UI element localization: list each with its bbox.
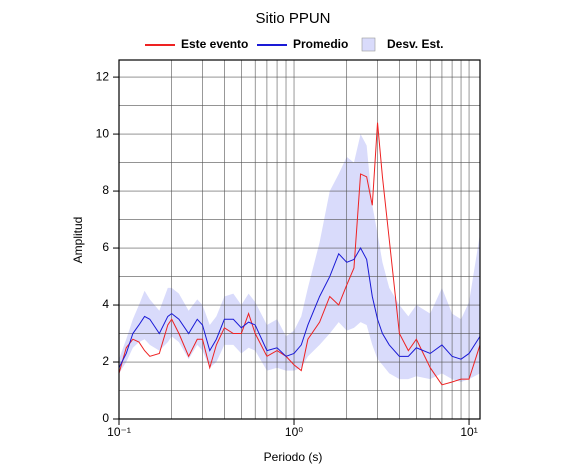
chart-title: Sitio PPUN [255, 10, 330, 27]
y-tick-label: 4 [102, 297, 109, 311]
x-axis-label: Periodo (s) [264, 450, 323, 464]
std-band [119, 134, 480, 382]
x-tick-label: 10⁰ [285, 425, 303, 439]
y-tick-label: 8 [102, 183, 109, 197]
y-tick-label: 12 [96, 69, 110, 83]
plot-frame [118, 59, 481, 420]
y-tick-label: 10 [96, 126, 110, 140]
x-tick-label: 10⁻¹ [107, 425, 131, 439]
x-tick-label: 10¹ [460, 425, 477, 439]
y-tick-label: 6 [102, 240, 109, 254]
legend: Este evento Promedio Desv. Est. [145, 37, 443, 52]
legend-label: Promedio [293, 37, 348, 51]
series-line [118, 247, 481, 368]
series-line [118, 122, 481, 386]
y-axis-label: Amplitud [71, 217, 85, 264]
legend-label: Desv. Est. [387, 37, 443, 51]
legend-swatch [361, 37, 376, 52]
y-tick-label: 0 [102, 411, 109, 425]
y-tick-label: 2 [102, 354, 109, 368]
legend-label: Este evento [181, 37, 248, 51]
plot-area [113, 59, 481, 425]
